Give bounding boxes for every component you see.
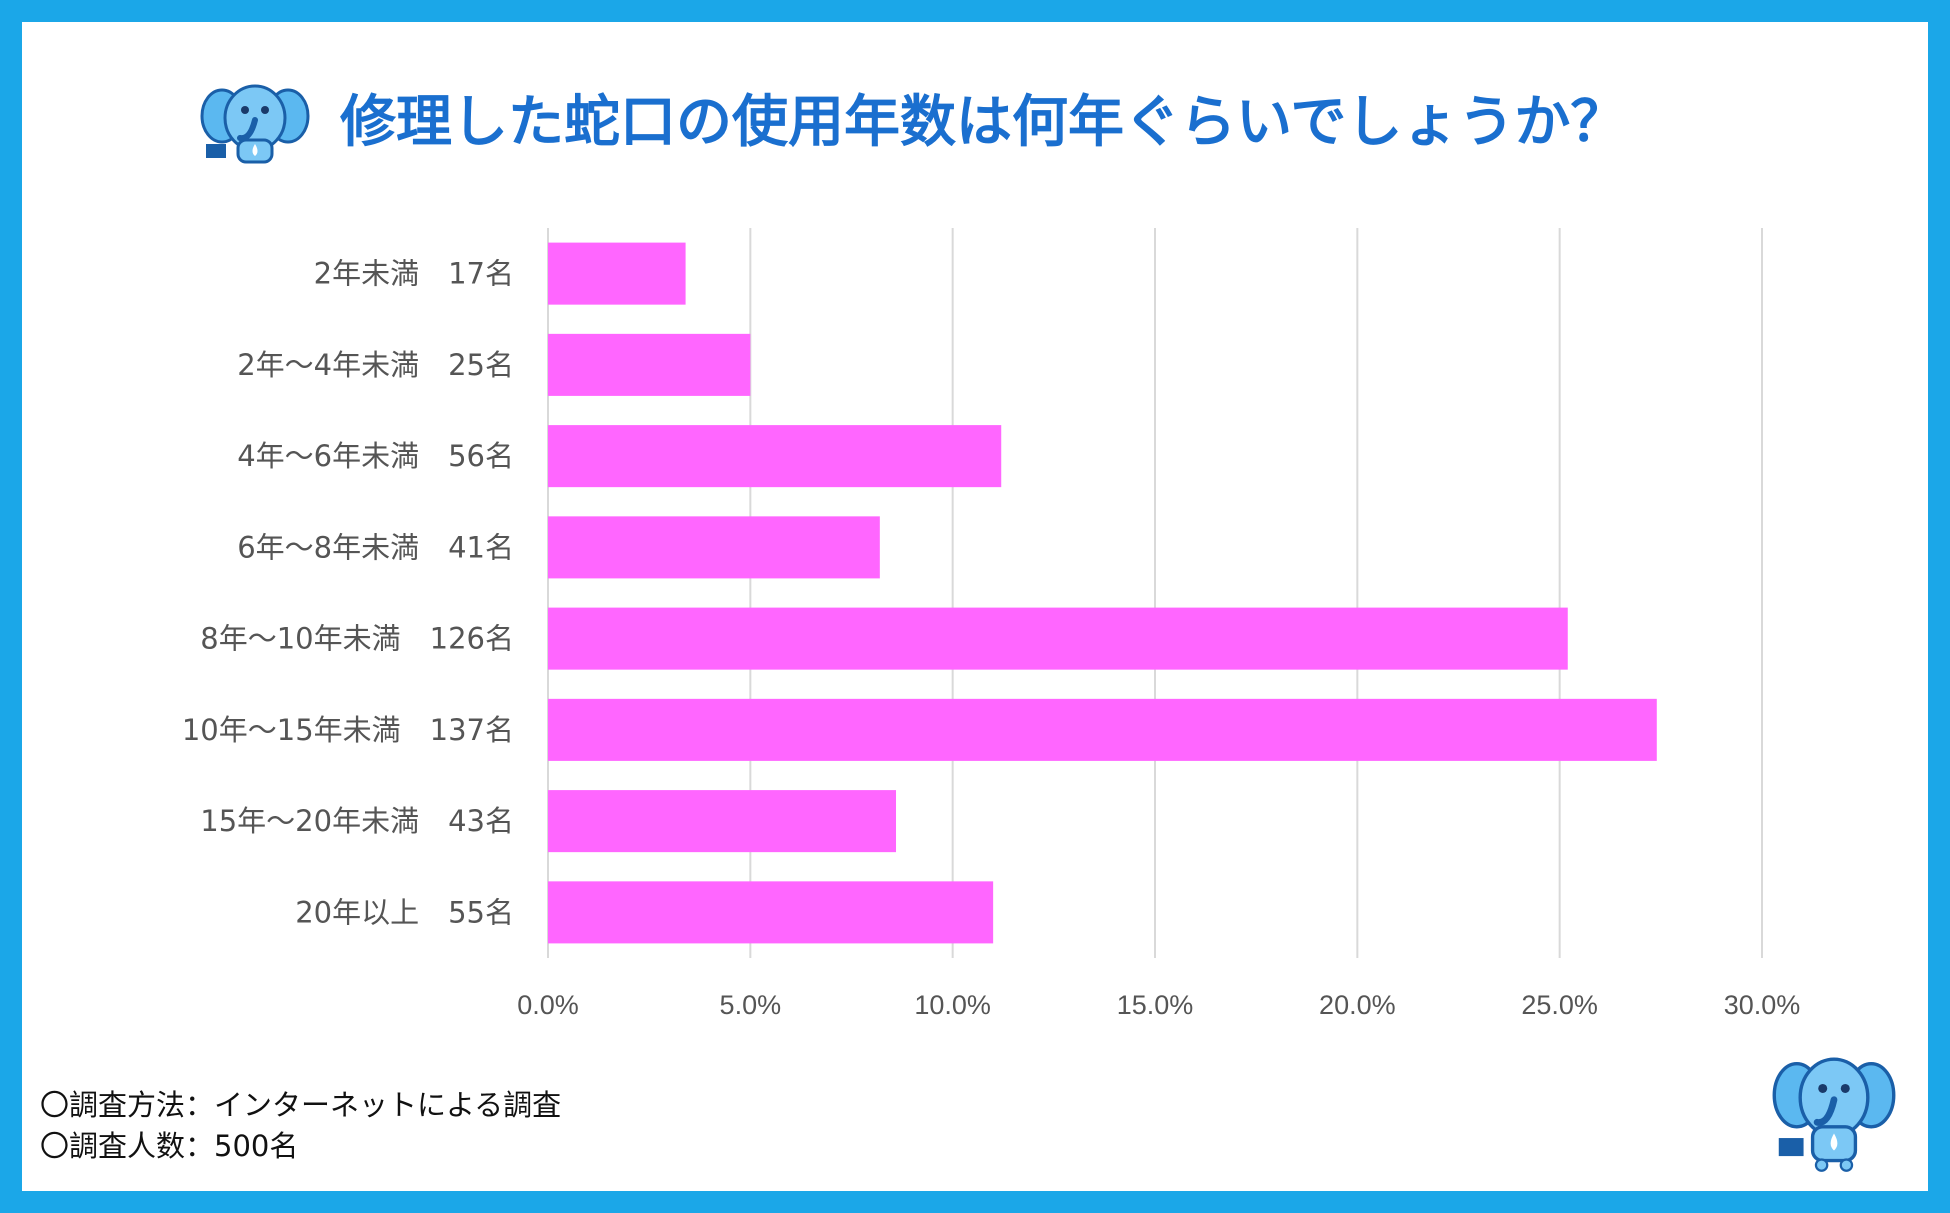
x-tick-label: 15.0%: [1117, 990, 1194, 1020]
bar: [548, 881, 994, 944]
bar: [548, 698, 1657, 761]
bar: [548, 425, 1002, 488]
category-label: 4年〜6年未満 56名: [237, 439, 514, 473]
category-label: 2年未満 17名: [314, 257, 514, 291]
x-tick-label: 30.0%: [1724, 990, 1801, 1020]
chart-title: 修理した蛇口の使用年数は何年ぐらいでしょうか？: [340, 90, 1627, 155]
bar: [548, 333, 751, 396]
category-label: 8年〜10年未満 126名: [200, 622, 514, 656]
survey-method-note: 〇調査方法：インターネットによる調査: [40, 1088, 562, 1122]
elephant-mascot-icon: [200, 78, 310, 168]
survey-respondents-note: 〇調査人数：500名: [40, 1129, 299, 1163]
bar: [548, 790, 897, 853]
x-tick-label: 5.0%: [720, 990, 782, 1020]
bar: [548, 607, 1568, 670]
category-label: 10年〜15年未満 137名: [182, 713, 514, 747]
x-tick-label: 0.0%: [517, 990, 579, 1020]
category-label: 20年以上 55名: [295, 895, 514, 929]
elephant-mascot-icon: [1772, 1050, 1896, 1172]
category-label: 2年〜4年未満 25名: [237, 348, 514, 382]
x-tick-label: 20.0%: [1319, 990, 1396, 1020]
category-label: 15年〜20年未満 43名: [200, 804, 514, 838]
category-label: 6年〜8年未満 41名: [237, 530, 514, 564]
bar: [548, 516, 880, 579]
bar: [548, 242, 686, 305]
x-tick-label: 10.0%: [914, 990, 991, 1020]
x-tick-label: 25.0%: [1521, 990, 1598, 1020]
